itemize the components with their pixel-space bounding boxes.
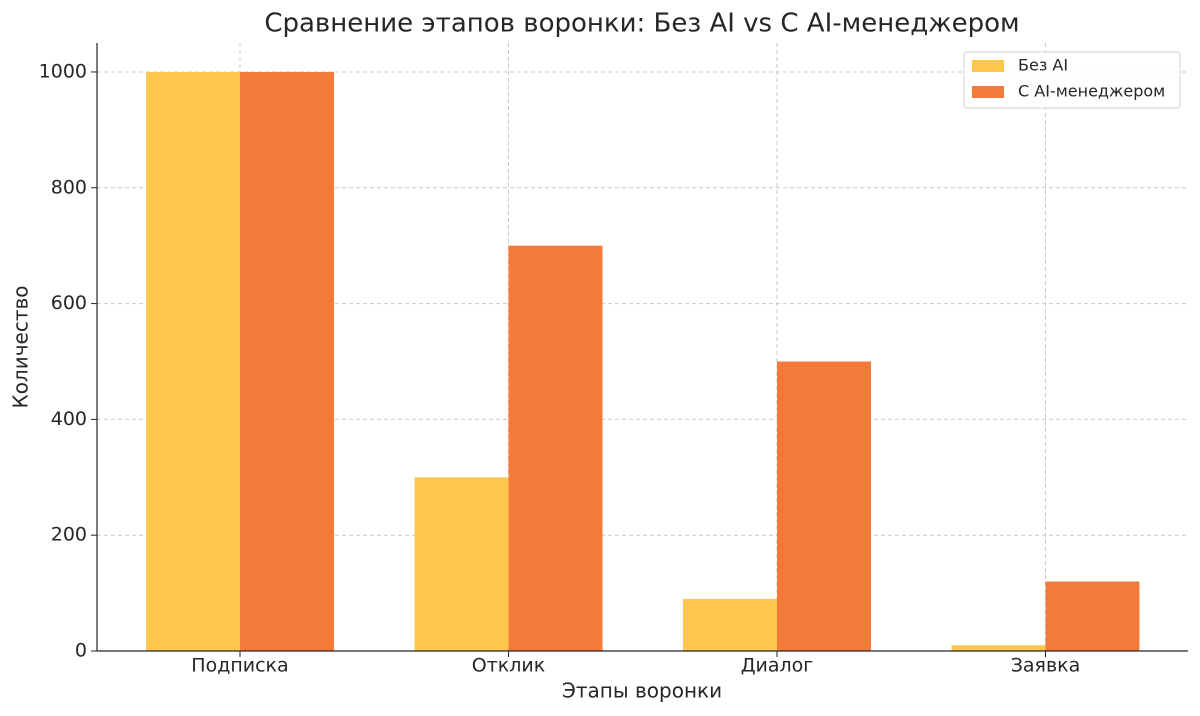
y-tick-label: 800 [51, 176, 87, 198]
bar [951, 645, 1046, 651]
y-tick-label: 400 [51, 408, 87, 430]
y-tick-label: 0 [75, 640, 87, 662]
chart-title: Сравнение этапов воронки: Без AI vs С AI… [264, 9, 1019, 39]
bar [1045, 581, 1140, 651]
bar [683, 598, 777, 651]
bar [240, 71, 334, 651]
x-axis-label: Этапы воронки [562, 679, 722, 703]
bar [777, 361, 871, 651]
y-tick-label: 200 [51, 524, 87, 546]
x-tick-label: Диалог [741, 655, 814, 677]
legend: Без AI С AI-менеджером [963, 51, 1181, 109]
x-tick-label: Заявка [1011, 655, 1081, 677]
legend-swatch [972, 86, 1004, 98]
y-tick-label: 600 [51, 292, 87, 314]
x-tick-label: Отклик [472, 655, 545, 677]
y-axis-label: Количество [9, 285, 33, 408]
bar [414, 477, 509, 651]
legend-swatch [972, 60, 1004, 72]
legend-box [963, 51, 1181, 109]
bar [508, 245, 603, 651]
bar [146, 71, 240, 651]
legend-label: С AI-менеджером [1018, 82, 1165, 101]
y-tick-label: 1000 [39, 60, 87, 82]
x-tick-label: Подписка [191, 655, 288, 677]
legend-label: Без AI [1018, 56, 1068, 75]
